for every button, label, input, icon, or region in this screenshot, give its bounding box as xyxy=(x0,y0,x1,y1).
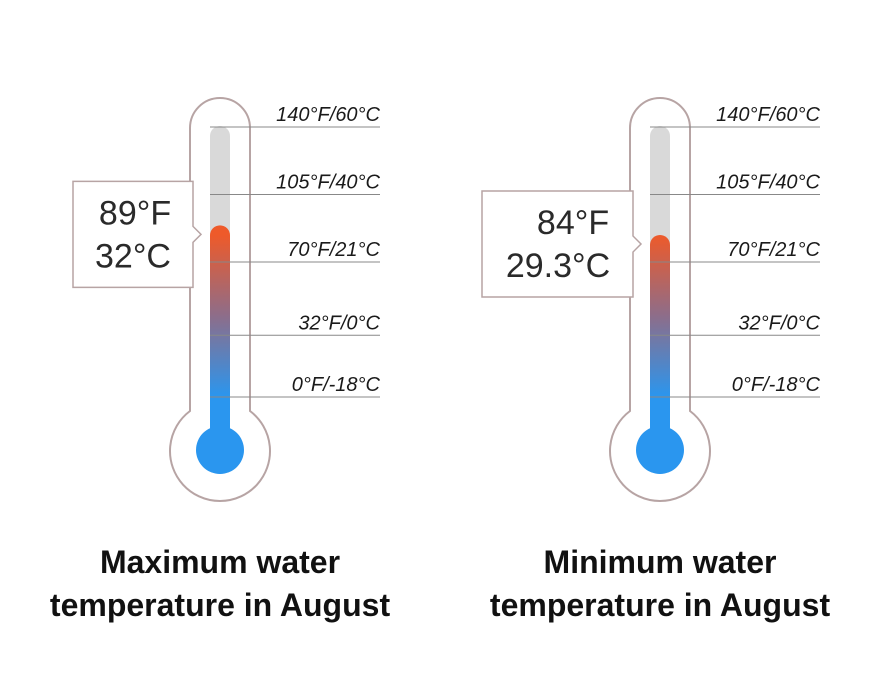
tick-label-32: 32°F/0°C xyxy=(738,312,820,334)
tick-label-32: 32°F/0°C xyxy=(298,312,380,334)
tick-label-0: 0°F/-18°C xyxy=(732,374,821,396)
caption-line-1: Minimum water xyxy=(544,544,777,580)
tick-group: 140°F/60°C 105°F/40°C 70°F/21°C 32°F/0°C… xyxy=(650,104,821,398)
mercury-fill xyxy=(210,225,230,440)
tick-label-105: 105°F/40°C xyxy=(276,172,380,194)
tick-label-70: 70°F/21°C xyxy=(727,239,820,261)
tick-label-105: 105°F/40°C xyxy=(716,172,820,194)
reading-callout: 84°F 29.3°C xyxy=(481,190,643,298)
thermometer-outline xyxy=(609,97,711,502)
thermometer-outline xyxy=(169,97,271,502)
reading-callout: 89°F 32°C xyxy=(72,180,203,289)
tick-label-140: 140°F/60°C xyxy=(716,104,820,126)
bulb xyxy=(636,426,684,474)
caption-line-1: Maximum water xyxy=(100,544,340,580)
caption-line-2: temperature in August xyxy=(490,587,831,623)
reading-fahrenheit: 89°F xyxy=(99,194,171,232)
tick-label-140: 140°F/60°C xyxy=(276,104,380,126)
reading-celsius: 29.3°C xyxy=(506,247,610,285)
callout-box xyxy=(481,190,643,298)
caption-line-2: temperature in August xyxy=(50,587,391,623)
tick-group: 140°F/60°C 105°F/40°C 70°F/21°C 32°F/0°C… xyxy=(210,104,381,398)
thermometer-maximum: 140°F/60°C 105°F/40°C 70°F/21°C 32°F/0°C… xyxy=(50,97,391,623)
tick-label-70: 70°F/21°C xyxy=(287,239,380,261)
mercury-fill xyxy=(650,235,670,440)
reading-fahrenheit: 84°F xyxy=(537,204,609,242)
bulb xyxy=(196,426,244,474)
callout-box xyxy=(72,180,203,289)
reading-celsius: 32°C xyxy=(95,237,171,275)
tick-label-0: 0°F/-18°C xyxy=(292,374,381,396)
thermometer-minimum: 140°F/60°C 105°F/40°C 70°F/21°C 32°F/0°C… xyxy=(481,97,831,623)
